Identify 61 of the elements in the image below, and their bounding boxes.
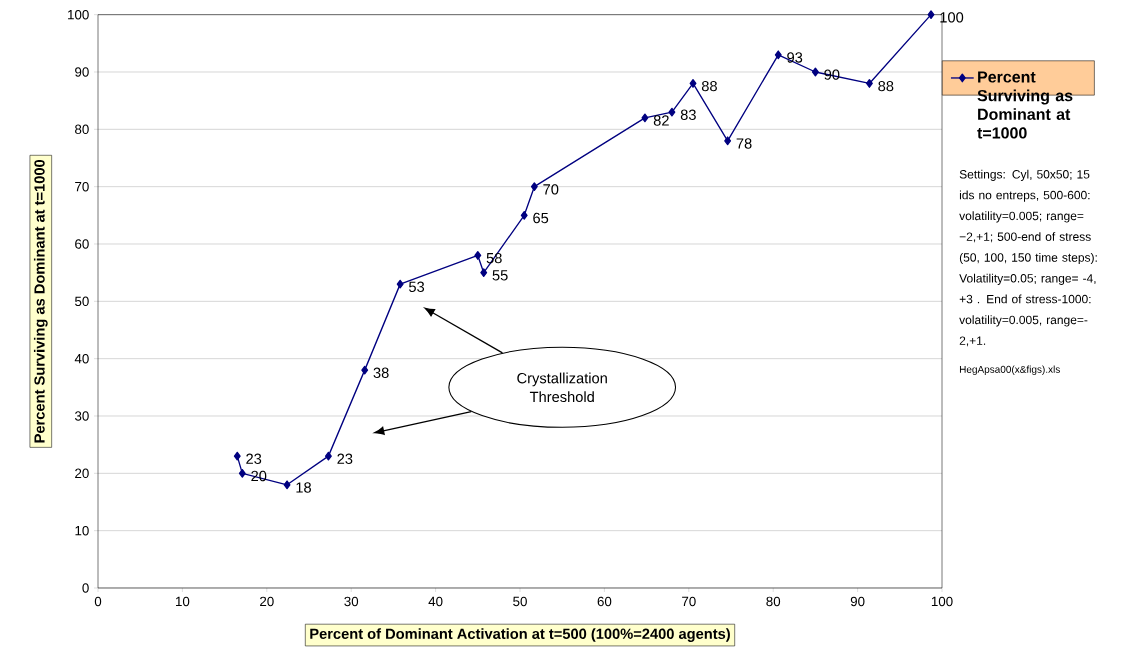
data-label: 65 [533, 212, 549, 224]
y-tick-label: 20 [75, 468, 89, 479]
data-label: 78 [736, 138, 752, 149]
point [480, 268, 488, 278]
data-label: 18 [296, 482, 311, 493]
y-tick-label: 100 [68, 9, 89, 20]
x-tick-label: 30 [344, 596, 359, 607]
x-tick-label: 80 [766, 596, 781, 607]
data-label: 100 [940, 12, 964, 23]
data-label: 55 [492, 270, 508, 281]
text: Settings: Cyl, 50x50; 15 ids no entreps, 500-600: volatility=0.005; range= −2,+1; 500-end of stress (50, 100, 150 time steps): Volatility=0.05; range= -4, +3 . End of stress-1000: volatility=0.005, range=-2,+1. [959, 169, 1097, 347]
data-label: 23 [246, 453, 262, 464]
y-tick-label: 70 [75, 181, 89, 192]
point [361, 365, 369, 375]
point [238, 468, 246, 478]
x-tick-label: 70 [682, 596, 696, 607]
point [724, 136, 732, 146]
text: HegApsa00(x&figs).xls [959, 365, 1060, 375]
data-label: 88 [701, 80, 717, 92]
point [474, 251, 482, 260]
point [641, 113, 649, 123]
point [689, 79, 697, 88]
annotation: Crystallization Threshold [517, 372, 607, 403]
x-tick-label: 90 [850, 596, 865, 607]
x-tick-label: 40 [428, 596, 443, 607]
data-label: 23 [337, 453, 353, 464]
point [811, 67, 819, 77]
data-label: 83 [680, 109, 696, 120]
x-tick-label: 20 [260, 596, 274, 607]
y-tick-label: 50 [75, 296, 89, 307]
y-axis-title: Percent Surviving as Dominant at t=1000 [33, 159, 48, 443]
x-tick-label: 50 [513, 596, 527, 607]
data-label: 53 [409, 281, 425, 292]
y-tick-label: 30 [74, 411, 89, 421]
y-tick-label: 40 [74, 353, 89, 364]
point [927, 10, 935, 20]
data-label: 38 [373, 367, 389, 378]
data-label: 88 [878, 80, 894, 92]
y-tick-label: 90 [75, 67, 89, 77]
data-label: 82 [653, 115, 669, 126]
point [774, 50, 782, 60]
x-tick-label: 60 [597, 596, 612, 607]
point [324, 451, 332, 461]
y-tick-label: 80 [75, 124, 89, 135]
x-tick-label: 0 [94, 596, 102, 607]
data-label: 70 [543, 184, 559, 195]
data-label: 93 [787, 52, 803, 63]
y-tick-label: 60 [75, 239, 89, 249]
point [668, 107, 676, 117]
point [283, 480, 291, 490]
x-tick-label: 10 [176, 596, 190, 607]
x-axis-title: Percent of Dominant Activation at t=500 (100%=2400 agents) [310, 628, 730, 642]
y-tick-label: 0 [82, 583, 89, 593]
point [865, 79, 873, 88]
point [520, 210, 528, 220]
point [396, 279, 404, 289]
x-tick-label: 100 [931, 596, 953, 607]
point [530, 182, 538, 192]
y-tick-label: 10 [75, 525, 89, 536]
point [233, 451, 241, 461]
legend-label: Percent Surviving as Dominant at t=1000 [977, 71, 1073, 139]
